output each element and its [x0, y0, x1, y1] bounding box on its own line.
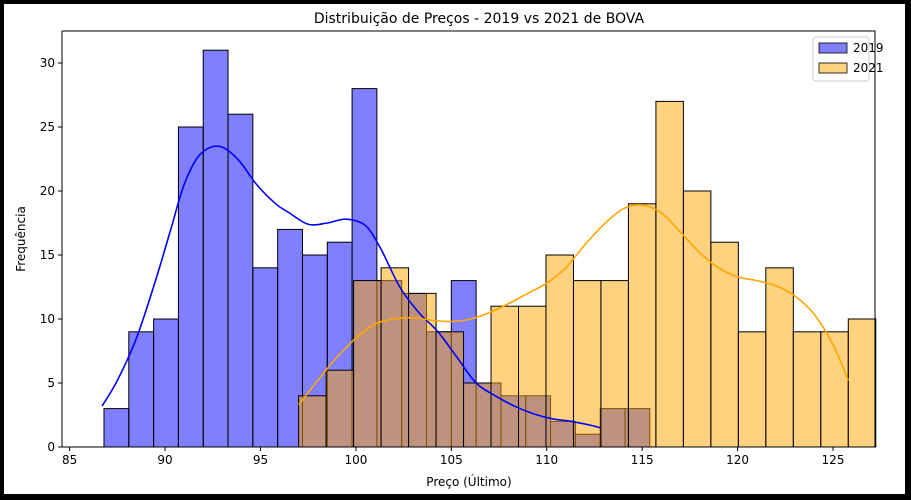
bars-layer [103, 49, 877, 448]
bar-2019-6 [252, 267, 279, 448]
bar-2019-3 [177, 126, 204, 448]
y-tick-label: 20 [40, 184, 55, 198]
bar-2021-9 [545, 254, 574, 448]
bar-2021-2 [353, 280, 382, 448]
legend-swatch-2021 [818, 62, 848, 74]
legend-label-2021: 2021 [853, 61, 884, 75]
bar-2021-0 [298, 395, 327, 448]
bar-2019-1 [128, 331, 155, 448]
x-tick-label: 95 [253, 453, 268, 467]
plot-area-frame [61, 30, 876, 448]
bar-2021-11 [600, 280, 629, 448]
bar-2019-5 [227, 113, 254, 448]
bar-2019-0 [103, 408, 130, 448]
chart-title: Distribuição de Preços - 2019 vs 2021 de… [314, 11, 645, 27]
bar-2021-16 [737, 331, 767, 448]
bar-2021-6 [463, 382, 492, 448]
bar-2021-18 [792, 331, 822, 448]
legend-label-2019: 2019 [853, 41, 884, 55]
bar-2021-7 [490, 305, 520, 448]
bar-2021-1 [325, 369, 355, 448]
x-tick-label: 100 [344, 453, 367, 467]
kde-line-2019 [101, 145, 601, 429]
kde-line-2021 [298, 204, 850, 406]
x-axis: 85 90 95 100 105 110 115 120 125 [62, 447, 844, 467]
y-tick-label: 25 [40, 120, 55, 134]
bar-2021-5 [435, 331, 465, 448]
x-tick-label: 105 [440, 453, 463, 467]
y-tick-label: 15 [40, 248, 55, 262]
bar-2021-14 [682, 190, 712, 448]
bar-2021-17 [765, 267, 794, 448]
x-tick-label: 115 [631, 453, 654, 467]
y-axis-label: Frequência [14, 206, 28, 272]
x-axis-label: Preço (Último) [426, 474, 511, 489]
bar-2021-8 [518, 305, 547, 448]
bar-2021-15 [710, 241, 739, 448]
x-tick-label: 125 [822, 453, 845, 467]
y-axis: 0 5 10 15 20 25 30 [40, 56, 62, 454]
bar-2019-2 [153, 318, 179, 448]
y-tick-label: 5 [47, 376, 55, 390]
legend: 2019 2021 [812, 36, 884, 82]
x-tick-label: 90 [157, 453, 172, 467]
y-tick-label: 30 [40, 56, 55, 70]
figure: Distribuição de Preços - 2019 vs 2021 de… [4, 4, 905, 494]
y-tick-label: 0 [47, 440, 55, 454]
x-tick-label: 120 [726, 453, 749, 467]
x-tick-label: 110 [535, 453, 558, 467]
bar-2021-12 [627, 203, 657, 448]
legend-swatch-2019 [818, 42, 848, 54]
bar-2019-4 [202, 49, 229, 448]
bar-2021-20 [847, 318, 877, 448]
kde-layer [101, 145, 850, 429]
y-tick-label: 10 [40, 312, 55, 326]
histogram-chart: Distribuição de Preços - 2019 vs 2021 de… [14, 11, 884, 489]
bar-2021-3 [380, 267, 410, 448]
bar-2021-13 [655, 100, 684, 448]
x-tick-label: 85 [62, 453, 77, 467]
bar-2021-10 [572, 280, 602, 448]
